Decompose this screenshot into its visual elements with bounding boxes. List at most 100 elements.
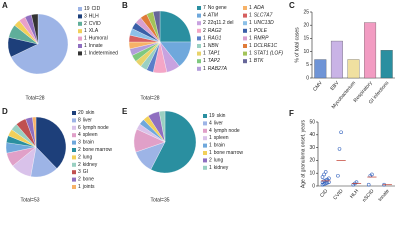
legend-swatch — [197, 6, 201, 10]
legend-label: 1 brain — [209, 143, 225, 149]
data-point — [336, 173, 340, 178]
legend-value: 1 — [78, 184, 81, 190]
legend-swatch — [243, 36, 247, 41]
legend-swatch — [72, 170, 76, 175]
legend-swatch — [203, 158, 207, 163]
legend-label: 1 ADA — [249, 5, 265, 11]
legend-swatch — [203, 136, 207, 141]
data-point — [320, 175, 325, 179]
legend-value: 7 — [203, 5, 206, 11]
x-tick-label: CVID — [332, 188, 345, 201]
legend-value: 1 — [203, 51, 206, 57]
bar — [380, 50, 393, 79]
legend-name: RAB27A — [208, 66, 228, 72]
legend-swatch — [197, 28, 201, 33]
legend-label: 1 joints — [78, 184, 95, 190]
y-tick-label: 30 — [309, 145, 315, 151]
legend-name: ATM — [207, 13, 219, 19]
legend-name: POLE — [254, 28, 268, 34]
legend-name: Humoral — [89, 36, 108, 42]
legend-value: 2 — [78, 177, 81, 183]
legend-swatch — [78, 21, 82, 26]
legend-swatch — [243, 51, 247, 56]
x-tick-label: CID — [319, 188, 329, 199]
legend-swatch — [197, 66, 201, 71]
legend-name: STAT1 (LOF) — [254, 51, 284, 57]
legend-swatch — [203, 114, 207, 118]
x-tick-label: EBV — [329, 80, 340, 92]
legend-name: TAP2 — [208, 59, 220, 65]
pie-slice — [158, 110, 166, 143]
legend-value: 1 — [249, 43, 252, 49]
legend-value: 19 — [84, 6, 90, 12]
legend-label: 3 GI — [78, 170, 88, 176]
legend-name: SLC7A7 — [254, 13, 273, 19]
legend-swatch — [243, 6, 247, 10]
legend-label: 1 TAP1 — [203, 51, 220, 57]
legend-value: 1 — [203, 66, 206, 72]
pie-slice — [150, 110, 197, 174]
legend-label: 7 No gene — [203, 5, 227, 11]
legend-value: 3 — [84, 14, 87, 20]
legend-value: 1 — [249, 51, 252, 57]
bar — [314, 59, 327, 79]
legend-label: 2 CVID — [84, 21, 101, 27]
legend-swatch — [243, 13, 247, 18]
y-tick-label: 50 — [309, 119, 315, 125]
legend-name: TAP1 — [208, 51, 220, 57]
legend-label: 8 liver — [78, 118, 92, 124]
legend-value: 2 — [78, 162, 81, 168]
legend-value: 4 — [203, 13, 206, 19]
legend-label: 1 POLE — [249, 28, 268, 34]
legend-label: 1 bone marrow — [209, 150, 243, 156]
legend-swatch — [78, 51, 82, 56]
legend-name: 22q11.2 del — [208, 21, 234, 27]
legend-value: 1 — [84, 29, 87, 35]
legend-name: RAG1 — [208, 36, 222, 42]
legend-name: lung — [214, 158, 224, 164]
legend-swatch — [243, 44, 247, 48]
legend-label: 1 SLC7A7 — [249, 13, 273, 19]
legend-swatch — [72, 185, 76, 189]
data-point — [323, 170, 328, 174]
y-tick-label: 15 — [303, 36, 309, 42]
y-tick-label: 25 — [303, 9, 309, 15]
legend-swatch — [72, 140, 76, 145]
legend-swatch — [243, 21, 247, 26]
legend-swatch — [72, 155, 76, 160]
legend-value: 1 — [84, 36, 87, 42]
y-tick-label: 20 — [303, 23, 309, 29]
legend-value: 1 — [203, 36, 206, 42]
y-tick-label: 5 — [306, 62, 309, 68]
legend-value: 4 — [209, 121, 212, 127]
legend-name: CID — [92, 6, 101, 12]
legend-name: kidney — [83, 162, 98, 168]
legend-label: 2 bone marrow — [78, 147, 112, 153]
legend-name: liver — [83, 118, 93, 124]
legend-label: 1 NBN — [203, 43, 219, 49]
data-point — [320, 182, 325, 187]
legend-name: lung — [83, 155, 93, 161]
legend-value: 1 — [209, 150, 212, 156]
y-axis-label: % of total cases — [294, 27, 300, 63]
total-label: Total=53 — [20, 197, 39, 203]
legend-swatch — [78, 36, 82, 41]
data-point — [323, 178, 328, 183]
legend-name: bone — [83, 177, 94, 183]
legend-value: 1 — [209, 136, 212, 142]
legend-label: 1 UNC13D — [249, 21, 274, 27]
legend-value: 4 — [78, 133, 81, 139]
legend-label: 1 STAT1 (LOF) — [249, 51, 283, 57]
legend-name: RAG2 — [208, 28, 222, 34]
legend-value: 3 — [78, 170, 81, 176]
legend-value: 2 — [78, 147, 81, 153]
legend-label: 1 Indetermined — [84, 51, 118, 57]
legend-swatch — [197, 21, 201, 26]
legend-label: 2 22q11.2 del — [203, 21, 234, 27]
legend-swatch — [72, 148, 76, 152]
legend-label: 20 skin — [78, 110, 95, 116]
panel-letter: A — [2, 1, 8, 10]
legend-name: bone marrow — [214, 150, 244, 156]
legend-name: spleen — [83, 133, 98, 139]
legend-value: 6 — [78, 125, 81, 131]
